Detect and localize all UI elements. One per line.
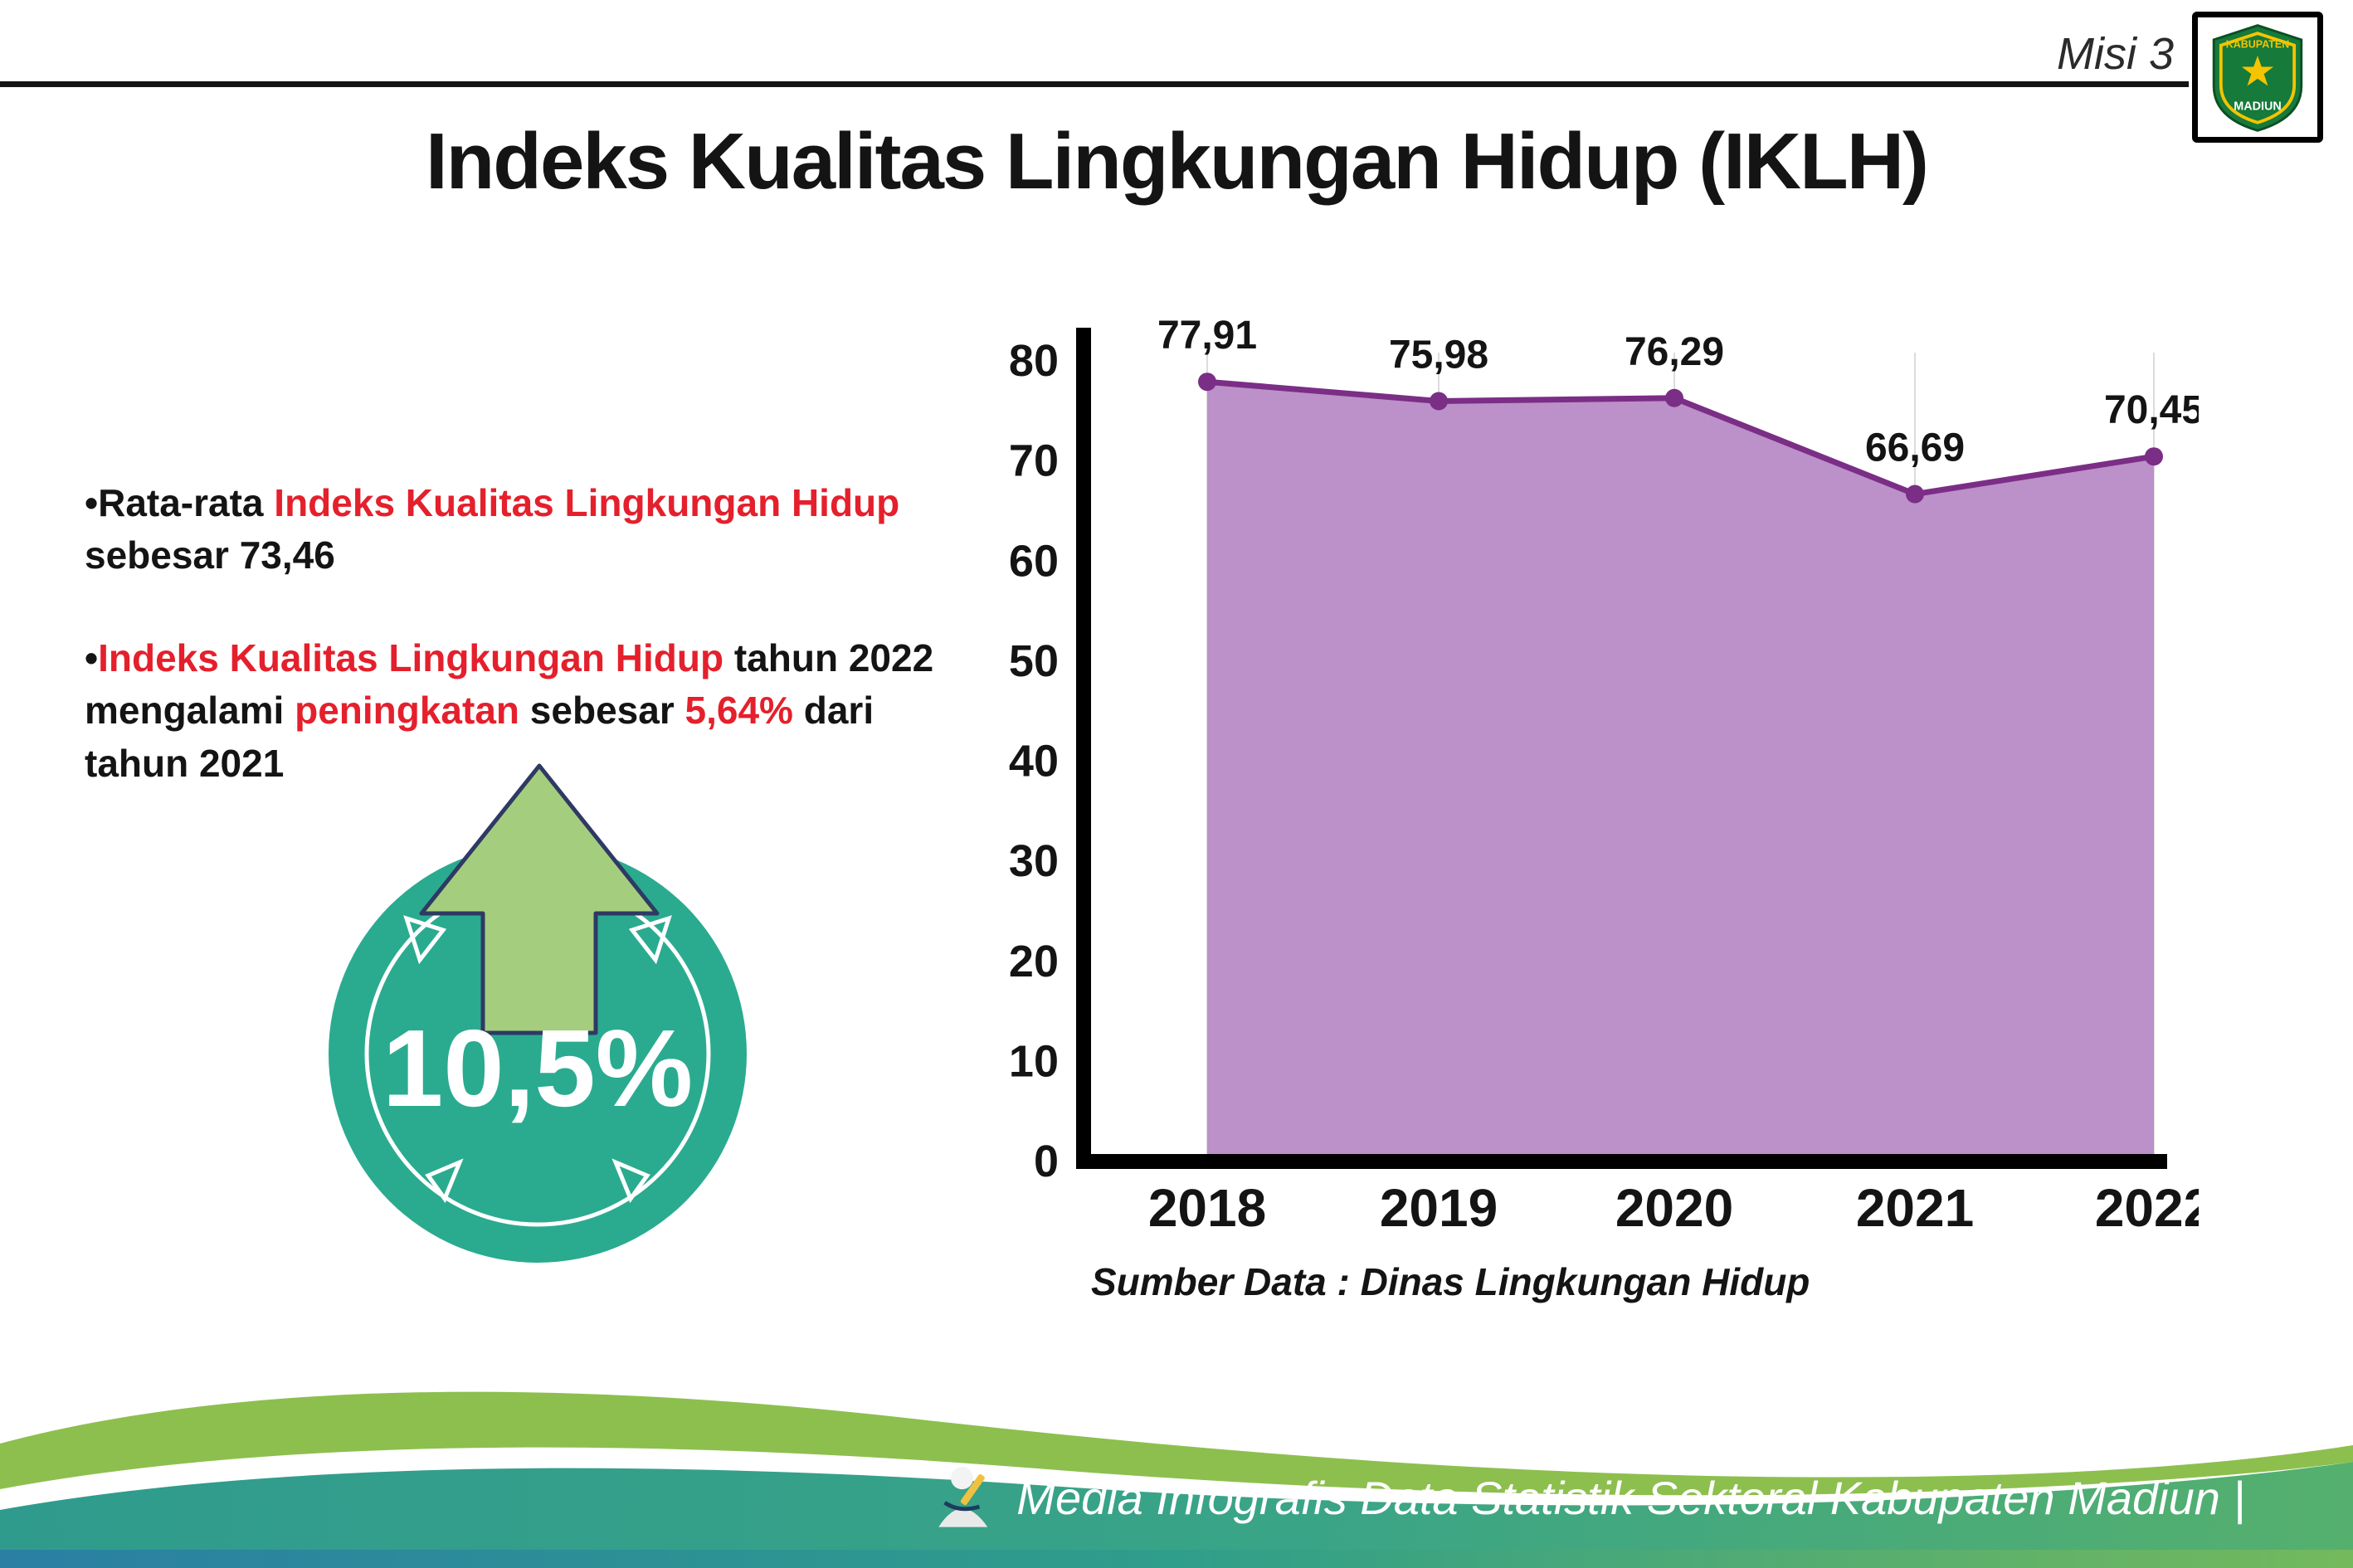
bullet2-black3: dari tahun 2021 (85, 689, 874, 785)
value-label: 66,69 (1865, 426, 1965, 470)
bullet1-red: Indeks Kualitas Lingkungan Hidup (274, 481, 900, 524)
bullet1-black2: sebesar 73,46 (85, 533, 335, 577)
page-title: Indeks Kualitas Lingkungan Hidup (IKLH) (425, 117, 1929, 206)
chart-area (1207, 382, 2154, 1161)
y-tick-label: 10 (1009, 1036, 1059, 1086)
bullet2-black2: sebesar (519, 689, 685, 733)
x-tick-label: 2018 (1148, 1178, 1266, 1238)
chart-point (1430, 392, 1448, 411)
badge-circle (329, 845, 747, 1263)
value-label: 76,29 (1625, 330, 1724, 374)
kabupaten-madiun-logo: KABUPATEN MADIUN (2192, 12, 2323, 143)
chart-point (1198, 373, 1216, 392)
value-label: 70,45 (2104, 388, 2199, 432)
badge-tick-icon (425, 1158, 464, 1204)
x-tick-label: 2022 (2095, 1178, 2199, 1238)
wave-bottom-strip (0, 1550, 2353, 1568)
bullet2-black1: tahun 2022 mengalami (85, 635, 934, 733)
crest-icon: KABUPATEN MADIUN (2212, 24, 2303, 132)
misi-label: Misi 3 (2056, 29, 2174, 79)
header-rule (0, 81, 2189, 87)
chart-point (2145, 447, 2163, 466)
up-arrow-icon (419, 763, 660, 1035)
bullet-increase: •Indeks Kualitas Lingkungan Hidup tahun … (85, 632, 948, 790)
crest-inner-border (2219, 32, 2297, 124)
badge-tick-icon (403, 915, 447, 965)
footer: Media Infografis Data Statistik Sektoral… (928, 1462, 2245, 1533)
pencil-icon (961, 1473, 986, 1506)
crest-bottom-text: MADIUN (2234, 100, 2282, 113)
y-tick-label: 40 (1009, 737, 1059, 786)
value-label: 75,98 (1389, 333, 1488, 377)
y-tick-label: 60 (1009, 536, 1059, 586)
bullet2-red1: Indeks Kualitas Lingkungan Hidup (98, 635, 724, 679)
footer-waves (0, 1391, 2353, 1568)
y-tick-label: 70 (1009, 436, 1059, 486)
chart-point (1906, 485, 1924, 504)
y-tick-label: 30 (1009, 836, 1059, 886)
badge-value: 10,5% (382, 1007, 693, 1129)
data-source: Sumber Data : Dinas Lingkungan Hidup (1091, 1260, 1810, 1303)
chart-point (1665, 388, 1683, 407)
bullet1-black1: •Rata-rata (85, 481, 275, 524)
crest-top-text: KABUPATEN (2226, 38, 2289, 50)
badge-tick-icon (628, 915, 672, 965)
x-tick-label: 2019 (1380, 1178, 1498, 1238)
value-label: 77,91 (1157, 314, 1257, 358)
y-tick-label: 50 (1009, 636, 1059, 686)
x-tick-label: 2021 (1856, 1178, 1974, 1238)
wave-teal (0, 1462, 2353, 1568)
writer-head (951, 1467, 974, 1490)
chart-canvas: 77,91 75,98 76,29 66,69 70,45 0 10 20 30 40 50 60 70… (1009, 314, 2213, 1238)
footer-text: Media Infografis Data Statistik Sektoral… (1016, 1471, 2245, 1524)
summary-bullets: •Rata-rata Indeks Kualitas Lingkungan Hi… (85, 477, 948, 840)
iklh-chart: 77,91 75,98 76,29 66,69 70,45 0 10 20 30 40 50 60 70… (954, 282, 2213, 1327)
writer-body (938, 1508, 988, 1527)
bullet2-red3: 5,64% (684, 689, 793, 733)
bullet2-dot: • (85, 635, 99, 679)
increase-badge: 10,5% (329, 763, 747, 1263)
badge-tick-icon (611, 1158, 650, 1204)
bullet2-red2: peningkatan (295, 689, 520, 733)
y-tick-label: 20 (1009, 937, 1059, 986)
x-tick-label: 2020 (1615, 1178, 1733, 1238)
chart-axes (1076, 328, 2167, 1169)
bullet-average: •Rata-rata Indeks Kualitas Lingkungan Hi… (85, 477, 948, 582)
writer-arm (943, 1501, 981, 1512)
writer-icon (938, 1467, 988, 1527)
crest-star (2241, 56, 2274, 86)
y-tick-label: 0 (1034, 1137, 1059, 1186)
y-tick-label: 80 (1009, 336, 1059, 386)
